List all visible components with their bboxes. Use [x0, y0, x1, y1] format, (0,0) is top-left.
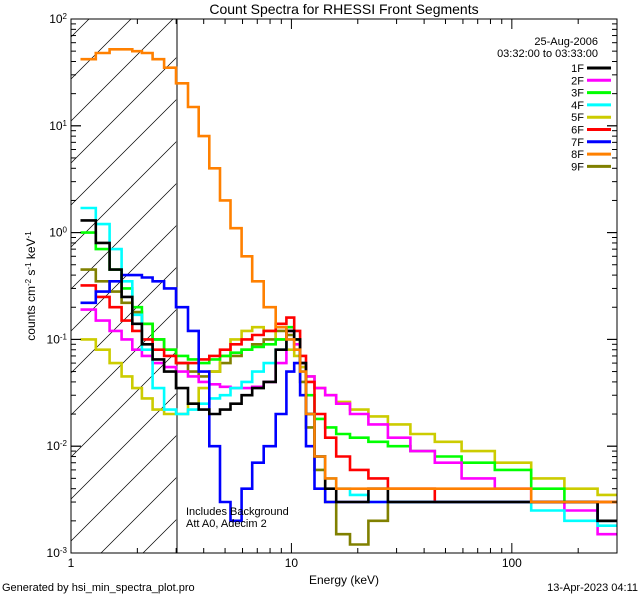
- x-tick-label: 1: [68, 556, 75, 570]
- hatch-line: [71, 99, 177, 206]
- x-tick-label: 10: [285, 556, 299, 570]
- chart-title: Count Spectra for RHESSI Front Segments: [209, 1, 478, 17]
- annotation-background: Includes Background: [186, 506, 289, 518]
- plot-frame: [70, 18, 618, 554]
- hatch-line: [71, 183, 177, 290]
- hatch-line: [71, 267, 177, 374]
- hatch-line: [71, 57, 177, 164]
- legend-label: 9F: [571, 161, 584, 173]
- legend-label: 1F: [571, 63, 584, 75]
- x-tick-label: 100: [502, 556, 522, 570]
- hatch-line: [71, 19, 174, 122]
- footer-generated-date: 13-Apr-2023 04:11: [547, 582, 638, 594]
- legend-label: 6F: [571, 125, 584, 137]
- x-axis-label: Energy (keV): [309, 573, 379, 587]
- shaded-background-region: [71, 19, 177, 553]
- legend-label: 5F: [571, 112, 584, 124]
- legend-label: 7F: [571, 137, 584, 149]
- footer-generated-by: Generated by hsi_min_spectra_plot.pro: [2, 582, 195, 594]
- y-axis-label: counts cm-2 s-1 keV-1: [24, 231, 39, 341]
- legend-label: 3F: [571, 88, 584, 100]
- legend-label: 4F: [571, 100, 584, 112]
- legend-label: 8F: [571, 149, 584, 161]
- date-label: 25-Aug-2006: [534, 36, 598, 48]
- time-range-label: 03:32:00 to 03:33:00: [497, 48, 598, 60]
- hatch-line: [71, 393, 177, 500]
- series-6F: [80, 284, 617, 504]
- series-7F: [80, 273, 617, 523]
- annotation-attenuator: Att A0, Adecim 2: [186, 518, 267, 530]
- legend-label: 2F: [571, 75, 584, 87]
- series-8F: [80, 48, 617, 504]
- hatch-line: [71, 225, 177, 332]
- hatch-line: [71, 435, 177, 542]
